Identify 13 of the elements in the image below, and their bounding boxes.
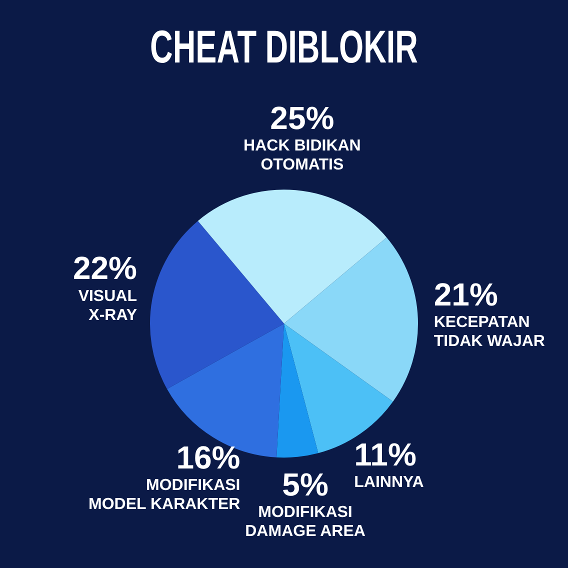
slice-label: HACK BIDIKAN OTOMATIS [244, 138, 361, 174]
chart-title: CHEAT DIBLOKIR [150, 21, 418, 73]
slice-label: MODIFIKASI MODEL KARAKTER [88, 477, 241, 514]
data-label: 21% [434, 276, 498, 312]
slice-label: KECEPATAN TIDAK WAJAR [434, 314, 546, 350]
data-label: 16% [176, 439, 240, 476]
data-label: 5% [282, 466, 328, 502]
slice-label: LAINNYA [354, 474, 424, 492]
data-label: 25% [270, 100, 334, 136]
slice-label: MODIFIKASI DAMAGE AREA [245, 504, 366, 540]
slice-label: VISUAL X-RAY [78, 288, 138, 324]
data-label: 11% [354, 436, 416, 473]
data-label: 22% [72, 250, 137, 286]
